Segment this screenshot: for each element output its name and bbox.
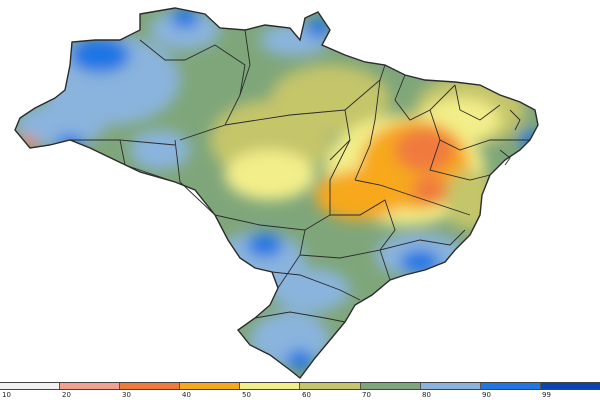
blob-acre-blue [15,103,105,147]
border-ms [214,214,306,289]
border-parana [271,271,361,301]
legend-labels: 10 20 30 40 50 60 70 80 90 99 [0,391,600,400]
blob-acre-deep-blue [56,135,84,155]
legend-label: 40 [182,391,191,399]
border-minas [379,229,466,251]
legend-swatch [360,383,421,389]
border-tocantins-east [354,79,381,181]
border-santa-catarina [254,311,346,323]
legend-label: 99 [542,391,551,399]
blob-minas-deep-orange [412,176,448,204]
border-amazonas-para [179,29,251,141]
legend-swatch [0,383,61,389]
border-bahia-south [354,179,471,216]
blob-mato-grosso-yellow [225,150,315,200]
legend-swatch [240,383,301,389]
brazil-map [14,7,539,379]
blob-amapa-deep-blue [306,18,330,38]
blob-northwest-deep-blue [70,37,130,73]
blob-para-olive [270,65,390,135]
blob-goias-orange [315,170,405,220]
legend-label: 80 [422,391,431,399]
legend-swatch [540,383,600,389]
legend-swatch [300,383,361,389]
legend-swatch [120,383,181,389]
blob-north-deep-blue [171,8,199,28]
border-goias [330,199,396,251]
legend-swatch [420,383,481,389]
legend-label: 90 [482,391,491,399]
border-alagoas-sergipe [499,149,511,166]
legend-label: 20 [62,391,71,399]
blob-south-deep-blue [286,350,314,370]
blob-parana-blue [270,268,350,312]
legend-label: 30 [122,391,131,399]
border-tocantins-west [304,139,351,231]
map-canvas [14,7,539,379]
border-piaui [394,74,456,121]
blob-north-blue [150,10,220,50]
border-rondonia [119,139,176,183]
legend-label: 10 [2,391,11,399]
border-rn-paraiba [509,109,521,131]
border-sao-paulo [299,249,391,281]
border-pernambuco [429,109,530,151]
border-rondonia-mato-grosso [174,139,216,216]
legend-label: 50 [242,391,251,399]
country-outline [14,7,539,379]
legend-swatch [180,383,241,389]
border-ceara [454,84,501,121]
blob-ms-deep-blue [247,233,283,257]
legend-label: 70 [362,391,371,399]
legend-swatch [480,383,541,389]
blob-east-olive [445,170,495,230]
blob-rondonia-blue [130,130,190,170]
border-amazonas-roraima [139,39,246,96]
legend-color-bar [0,382,600,390]
color-scale-legend: 10 20 30 40 50 60 70 80 90 99 [0,382,600,400]
state-borders [70,29,530,323]
border-bahia-north [429,139,491,181]
legend-label: 60 [302,391,311,399]
blob-sp-deep-blue [400,250,440,274]
blob-bahia-deep-orange [395,128,455,172]
legend-swatch [60,383,121,389]
